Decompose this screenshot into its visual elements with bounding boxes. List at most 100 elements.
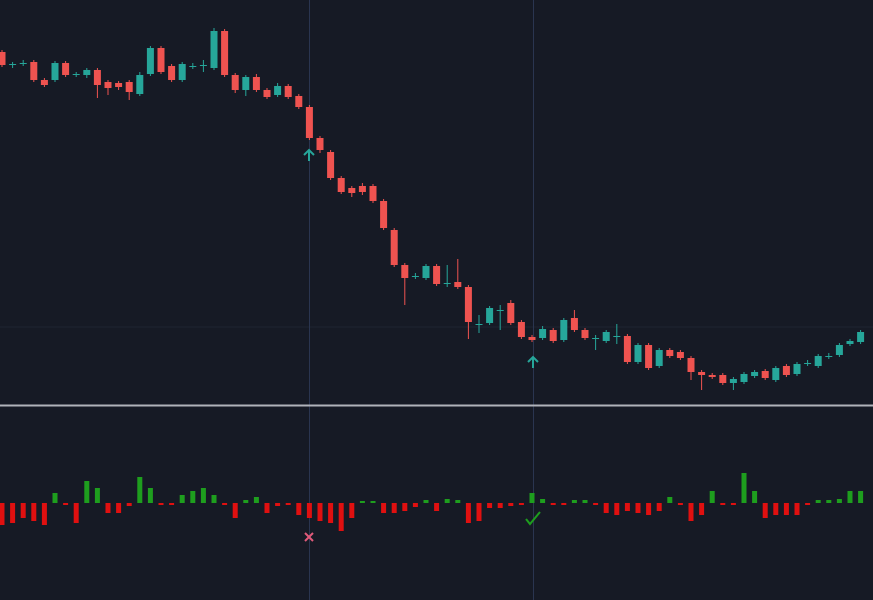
candle-body	[104, 82, 112, 88]
candle-body	[761, 371, 769, 378]
histogram-bar	[10, 503, 16, 523]
histogram-bar	[275, 503, 281, 506]
histogram-bar	[667, 497, 673, 503]
candle-body	[0, 52, 6, 65]
candle-body	[581, 330, 589, 338]
candle-body	[666, 350, 674, 356]
candle-body	[30, 62, 38, 80]
histogram-bar	[317, 503, 323, 521]
candle-body	[496, 310, 504, 311]
histogram-bar	[752, 491, 758, 503]
histogram-bar	[179, 495, 185, 503]
histogram-bar	[296, 503, 302, 515]
candle-body	[570, 318, 578, 330]
candle-body	[782, 366, 790, 375]
candle-body	[136, 75, 144, 94]
candle-body	[380, 201, 388, 228]
histogram-bar	[487, 503, 493, 508]
candle-body	[62, 63, 70, 75]
candle-body	[284, 86, 292, 97]
histogram-bar	[624, 503, 630, 511]
candle-body	[178, 64, 186, 80]
candle-body	[464, 287, 472, 322]
histogram-bar	[370, 501, 376, 503]
signal-arrow	[303, 148, 315, 161]
candle-body	[825, 356, 833, 357]
candle-body	[613, 336, 621, 337]
histogram-bar	[285, 503, 291, 505]
candle-body	[390, 230, 398, 265]
candle-body	[687, 358, 695, 372]
candle-body	[719, 375, 727, 383]
candle-body	[295, 96, 303, 107]
candle-body	[9, 64, 17, 65]
check-icon	[525, 511, 541, 526]
candle-body	[729, 379, 737, 383]
histogram-bar	[540, 499, 546, 503]
candle-body	[93, 70, 101, 85]
candle-body	[157, 48, 165, 72]
candle-body	[772, 368, 780, 380]
histogram-bar	[529, 493, 535, 503]
histogram-bar	[730, 503, 736, 505]
candle-body	[560, 320, 568, 340]
candle-body	[72, 74, 80, 75]
histogram-bar	[858, 491, 864, 503]
histogram-bar	[20, 503, 26, 518]
histogram-bar	[836, 499, 842, 503]
signal-arrow	[527, 355, 539, 368]
histogram-bar	[211, 495, 217, 503]
histogram-bar	[190, 491, 196, 503]
candle-body	[115, 83, 123, 87]
candle-body	[517, 322, 525, 337]
candle-body	[221, 31, 229, 75]
candle-body	[698, 372, 706, 375]
candle-body	[231, 75, 239, 90]
histogram-bar	[518, 503, 524, 505]
candle-body	[486, 308, 494, 323]
histogram-bar	[720, 503, 726, 505]
candle-body	[40, 80, 48, 85]
histogram-bar	[688, 503, 694, 521]
candle-body	[655, 350, 663, 366]
histogram-bar	[773, 503, 779, 515]
histogram-bar	[593, 503, 599, 505]
histogram-bar	[635, 503, 641, 513]
histogram-bar	[582, 500, 588, 503]
histogram-bar	[794, 503, 800, 515]
histogram-bar	[762, 503, 768, 518]
candle-body	[804, 363, 812, 364]
histogram-bar	[31, 503, 37, 521]
candle-body	[645, 345, 653, 368]
histogram-bar	[243, 500, 249, 503]
histogram-bar	[826, 500, 832, 503]
histogram-bar	[73, 503, 79, 523]
histogram-bar	[741, 473, 747, 503]
candle-body	[814, 356, 822, 366]
histogram-bar	[699, 503, 705, 515]
candle-body	[125, 82, 133, 92]
cross-icon	[304, 532, 314, 542]
histogram-bar	[847, 491, 853, 503]
histogram-bar	[200, 488, 206, 503]
candle-body	[539, 329, 547, 338]
histogram-bar	[232, 503, 238, 518]
candle-body	[168, 66, 176, 80]
histogram-bar	[0, 503, 5, 525]
histogram-bar	[709, 491, 715, 503]
candle-body	[199, 65, 207, 66]
histogram-bar	[434, 503, 440, 511]
histogram-bar	[677, 503, 683, 505]
histogram-bar	[253, 497, 259, 503]
histogram-bar	[328, 503, 334, 523]
histogram-bar	[381, 503, 387, 513]
candle-body	[835, 345, 843, 355]
histogram-bar	[84, 481, 90, 503]
candle-body	[337, 178, 345, 192]
candle-body	[740, 374, 748, 382]
histogram-bar	[158, 503, 164, 505]
candle-body	[316, 138, 324, 150]
candle-body	[475, 324, 483, 325]
